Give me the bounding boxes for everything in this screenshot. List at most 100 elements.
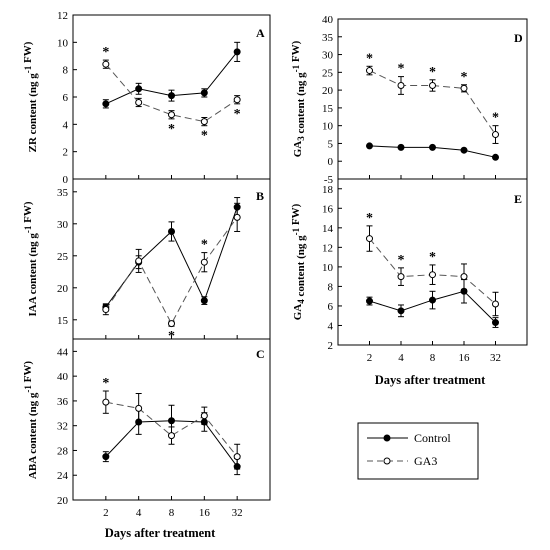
data-point [102,60,110,68]
legend-ga3-marker [383,457,391,465]
data-point [200,258,208,266]
y-tick-label: 40 [322,14,334,26]
data-point [429,271,436,279]
data-point [102,100,110,108]
y-tick-label: 32 [57,421,68,433]
data-point [366,142,373,150]
data-point [168,111,175,119]
y-tick-label: -5 [324,174,334,186]
data-point [200,297,208,305]
data-point [200,89,208,97]
x-tick-label: 4 [136,507,142,519]
y-axis-title-d: GA3 content (ng g-1 FW) [290,40,307,157]
y-tick-label: 16 [322,203,334,215]
significance-asterisk: * [398,62,405,77]
significance-asterisk: * [102,45,109,60]
data-point [168,320,175,328]
data-point [366,297,373,305]
y-tick-label: 15 [322,103,334,115]
significance-asterisk: * [201,238,208,253]
series-ga3 [102,390,241,470]
y-tick-label: 44 [57,346,69,358]
y-tick-label: 8 [328,281,334,293]
y-axis-title-b: IAA content (ng g-1 FW) [22,201,39,316]
axis-title-run: ZR content (ng g [27,73,39,153]
y-tick-label: 0 [63,174,69,186]
y-tick-label: 30 [322,50,334,62]
significance-asterisk: * [234,107,241,122]
significance-asterisk: * [168,122,175,137]
y-tick-label: 2 [63,147,69,159]
y-tick-label: 28 [57,445,69,457]
axis-title-run: FW) [22,41,34,65]
legend-box [357,422,479,480]
axis-title-run: content (ng g [295,235,307,299]
x-tick-label: 32 [232,507,243,519]
data-point [397,273,405,281]
y-tick-label: 40 [57,371,69,383]
series-control [102,197,241,311]
data-point [429,81,436,89]
data-point [460,146,468,154]
axis-title-superscript: -1 [23,65,33,73]
y-tick-label: 15 [57,315,69,327]
data-point [429,296,436,304]
data-point [492,319,499,327]
data-point [492,153,499,161]
data-point [492,300,499,308]
data-point [102,398,110,406]
data-point [233,213,241,221]
significance-asterisk: * [102,376,109,391]
axis-title-run: FW) [22,201,34,225]
y-tick-label: 6 [328,301,334,313]
y-tick-label: 25 [322,67,334,79]
axis-title-run: GA [292,304,304,321]
data-point [135,85,143,93]
x-tick-label: 16 [459,352,471,364]
series-line [105,401,238,457]
data-point [168,227,175,235]
panel-letter-a: A [256,26,265,40]
x-tick-label: 4 [398,352,404,364]
series-ga3 [366,225,499,317]
axis-title-subscript: 4 [296,299,306,304]
significance-asterisk: * [366,211,373,226]
axis-title-superscript: -1 [291,227,301,235]
y-tick-label: 20 [322,85,334,97]
x-tick-label: 32 [490,352,501,364]
data-point [366,67,373,75]
y-tick-label: 24 [57,470,69,482]
significance-asterisk: * [201,129,208,144]
y-tick-label: 12 [57,10,68,22]
axis-title-run: FW) [290,203,302,227]
data-point [233,453,241,461]
panel-letter-d: D [514,31,523,45]
significance-asterisk: * [429,65,436,80]
data-point [200,118,208,126]
significance-asterisk: * [366,51,373,66]
series-control [366,279,499,328]
data-point [429,143,436,151]
y-tick-label: 30 [57,219,69,231]
x-tick-label: 2 [103,507,109,519]
y-tick-label: 0 [328,156,334,168]
significance-asterisk: * [429,250,436,265]
data-point [135,98,143,106]
significance-asterisk: * [168,329,175,344]
legend-control-marker [383,434,391,442]
y-tick-label: 18 [322,184,334,196]
y-axis-title-c: ABA content (ng g-1 FW) [22,361,39,479]
x-tick-label: 2 [367,352,373,364]
x-tick-label: 16 [199,507,211,519]
significance-asterisk: * [492,111,499,126]
panel-letter-c: C [256,347,265,361]
y-tick-label: 35 [57,187,69,199]
axis-title-run: FW) [290,40,302,64]
series-line [105,63,238,123]
plot-frame [337,18,528,180]
panel-d: -5 0 5 10 15 20 25 30 35 40 GA3 content (ng g-1 FW… [290,14,528,186]
data-point [460,273,468,281]
axis-title-run: FW) [22,361,34,385]
data-point [397,81,405,89]
